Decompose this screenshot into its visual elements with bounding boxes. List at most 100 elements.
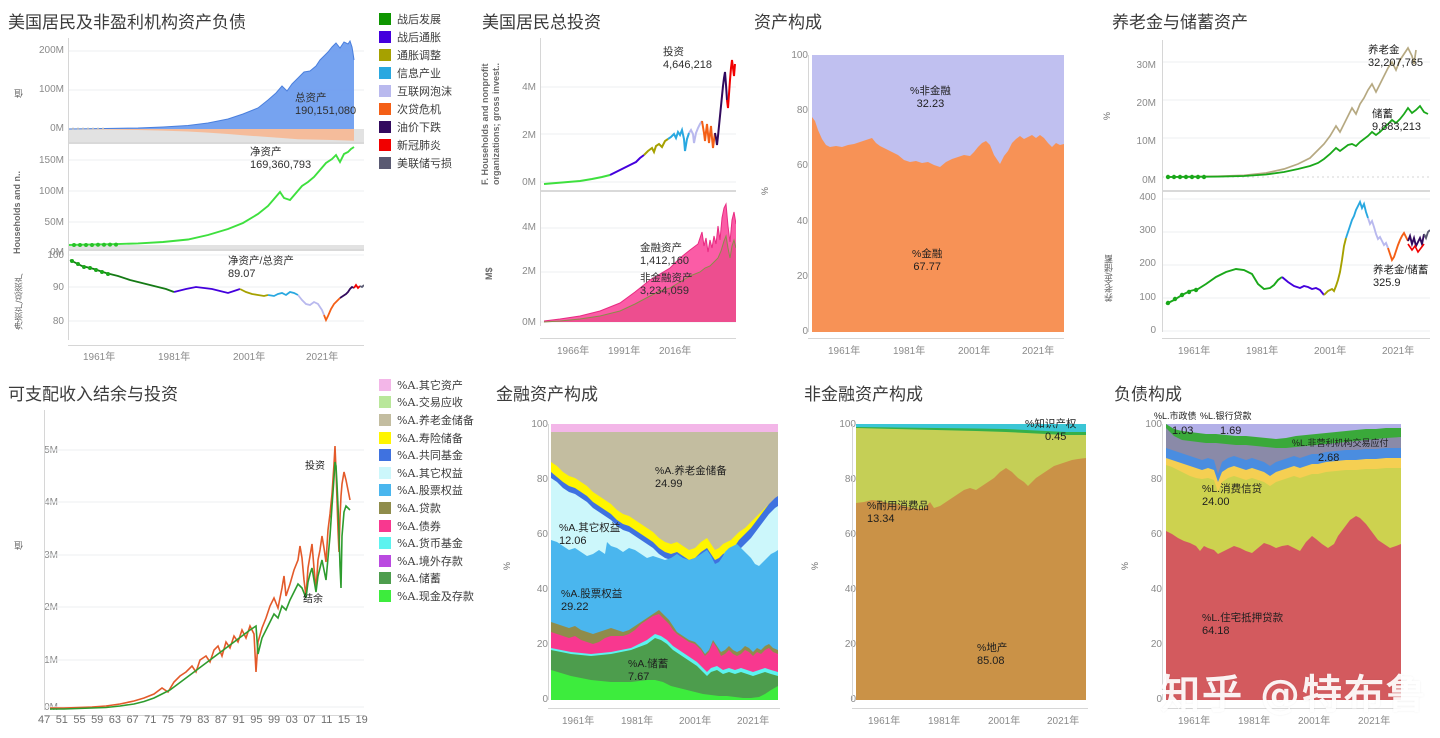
annotation-financial-assets-label: 金融资产 — [640, 242, 682, 254]
annotation-bank-loans-label: %L.银行贷款 — [1200, 411, 1252, 421]
annotation-disposable-surplus: 结余 — [303, 594, 323, 605]
xtick-disposable-17: 15 — [337, 714, 351, 726]
annotation-ip-rights-label: %知识产权 — [1025, 418, 1077, 430]
xtick-disposable-10: 87 — [214, 714, 228, 726]
xtick-disposable-9: 83 — [197, 714, 210, 726]
annotation-pension-value: 32,207,765 — [1368, 57, 1424, 70]
annotation-financial-pct: %金融 67.77 — [912, 248, 942, 275]
xtick-disposable-7: 75 — [161, 714, 175, 726]
annotation-savings-value: 9,883,213 — [1372, 121, 1421, 134]
ytick-am-2: 60 — [796, 160, 808, 171]
annotation-investment-value: 4,646,218 — [663, 59, 712, 72]
legend-label-era-1: 战后通胀 — [397, 31, 441, 44]
legend-item-asset[interactable]: %A.交易应收 — [379, 394, 489, 412]
legend-label-era-4: 互联网泡沫 — [397, 85, 452, 98]
ytick-nfam-3: 40 — [844, 584, 856, 595]
annotation-consumer-credit-value: 24.00 — [1202, 496, 1230, 509]
y-axis-title-asset-mix: % — [760, 186, 770, 195]
ytick-am-5: 0 — [802, 326, 808, 337]
ytick-inv-a-2: 0M — [522, 177, 536, 188]
plot-asset-mix — [812, 55, 1064, 332]
ytick-nfam-4: 20 — [844, 639, 856, 650]
xtick-bs-1: 1981年 — [158, 352, 191, 363]
annotation-ip-rights: %知识产权 0.45 — [1025, 418, 1076, 445]
ytick-fam-5: 0 — [542, 694, 548, 705]
legend-item-asset[interactable]: %A.养老金储备 — [379, 411, 489, 429]
annotation-savings-pct: %A.储蓄 7.67 — [628, 658, 668, 685]
ytick-fam-3: 40 — [536, 584, 548, 595]
xtick-disposable-3: 59 — [91, 714, 104, 726]
ytick-bs-b-3: 0M — [50, 247, 64, 258]
panel-investment: 美国居民总投资 F. Households and nonprofit orga… — [478, 0, 750, 368]
annotation-total-assets-value: 190,151,080 — [295, 105, 357, 118]
legend-item-era[interactable]: 通胀调整 — [379, 46, 474, 64]
legend-item-asset[interactable]: %A.共同基金 — [379, 446, 489, 464]
ytick-bs-a-2: 0M — [50, 123, 64, 134]
panel-divider-inv — [540, 190, 736, 192]
ytick-am-1: 80 — [796, 105, 808, 116]
xtick-disposable-12: 95 — [250, 714, 263, 726]
annotation-pension-label: 养老金 — [1368, 44, 1400, 56]
legend-label-asset-9: %A.货币基金 — [397, 537, 463, 551]
annotation-nonfinancial-pct-value: 32.23 — [916, 98, 945, 111]
legend-item-asset[interactable]: %A.其它资产 — [379, 376, 489, 394]
xtick-disposable-14: 03 — [285, 714, 298, 726]
ytick-inv-b-1: 2M — [522, 266, 536, 277]
y-axis-line-nfam — [852, 424, 853, 700]
annotation-home-mortgage-value: 64.18 — [1202, 625, 1230, 638]
legend-item-asset[interactable]: %A.股票权益 — [379, 482, 489, 500]
annotation-durable-goods-value: 13.34 — [867, 513, 895, 526]
legend-asset-categories: %A.其它资产 %A.交易应收 %A.养老金储备 %A.寿险储备 %A.共同基金… — [379, 376, 489, 605]
xtick-disposable-5: 67 — [126, 714, 139, 726]
annotation-other-equity: %A.其它权益 12.06 — [559, 522, 620, 549]
xtick-fam-0: 1961年 — [562, 716, 595, 727]
legend-swatch-era-0 — [379, 13, 391, 25]
legend-item-asset[interactable]: %A.货币基金 — [379, 534, 489, 552]
legend-swatch-era-8 — [379, 157, 391, 169]
annotation-financial-pct-value: 67.77 — [913, 261, 941, 274]
legend-swatch-asset-10 — [379, 554, 391, 567]
ytick-pen-b-2: 200 — [1139, 258, 1156, 269]
panel-pension: 养老金与储蓄资产 % 养老金/储蓄 30M 20M 10M 0M 400 300… — [1090, 0, 1440, 368]
legend-item-asset[interactable]: %A.储蓄 — [379, 570, 489, 588]
legend-item-asset[interactable]: %A.债券 — [379, 517, 489, 535]
annotation-pension-ratio-value: 325.9 — [1373, 277, 1401, 290]
legend-item-era[interactable]: 互联网泡沫 — [379, 82, 474, 100]
plot-disposable-income — [44, 410, 364, 710]
annotation-consumer-credit: %L.消费信贷 24.00 — [1202, 483, 1262, 510]
legend-item-era[interactable]: 次贷危机 — [379, 100, 474, 118]
legend-item-era[interactable]: 战后通胀 — [379, 28, 474, 46]
plot-financial-asset-mix — [551, 424, 778, 700]
xtick-pen-3: 2021年 — [1382, 346, 1415, 357]
ytick-lm-2: 60 — [1150, 529, 1162, 540]
legend-item-era[interactable]: 信息产业 — [379, 64, 474, 82]
legend-label-asset-5: %A.其它权益 — [397, 466, 463, 480]
legend-swatch-asset-7 — [379, 501, 391, 514]
y-axis-line-lm — [1162, 424, 1163, 700]
legend-swatch-asset-2 — [379, 413, 391, 426]
ytick-lm-5: 0 — [1156, 694, 1162, 705]
ytick-pen-a-0: 30M — [1136, 60, 1156, 71]
panel-divider-1 — [68, 142, 364, 144]
y-axis-title-nonfin-asset-mix: % — [810, 561, 820, 570]
legend-item-era[interactable]: 美联储亏损 — [379, 154, 474, 172]
legend-item-asset[interactable]: %A.境外存款 — [379, 552, 489, 570]
annotation-pension-reserve-label: %A.养老金储备 — [655, 465, 727, 477]
legend-item-era[interactable]: 战后发展 — [379, 10, 474, 28]
plot-pension-savings — [1162, 40, 1430, 188]
legend-item-asset[interactable]: %A.现金及存款 — [379, 587, 489, 605]
legend-item-era[interactable]: 新冠肺炎 — [379, 136, 474, 154]
legend-swatch-asset-6 — [379, 484, 391, 497]
legend-item-asset[interactable]: %A.其它权益 — [379, 464, 489, 482]
annotation-nonfinancial-pct-label: %非金融 — [910, 85, 951, 97]
panel-title-disposable: 可支配收入结余与投资 — [8, 385, 178, 405]
legend-item-asset[interactable]: %A.寿险储备 — [379, 429, 489, 447]
ytick-pen-a-2: 10M — [1136, 136, 1156, 147]
x-axis-line-am — [808, 338, 1064, 339]
annotation-net-worth-value: 169,360,793 — [250, 159, 312, 172]
legend-item-asset[interactable]: %A.贷款 — [379, 499, 489, 517]
legend-label-asset-1: %A.交易应收 — [397, 396, 463, 410]
ytick-fam-2: 60 — [536, 529, 548, 540]
xtick-am-0: 1961年 — [828, 346, 861, 357]
legend-item-era[interactable]: 油价下跌 — [379, 118, 474, 136]
